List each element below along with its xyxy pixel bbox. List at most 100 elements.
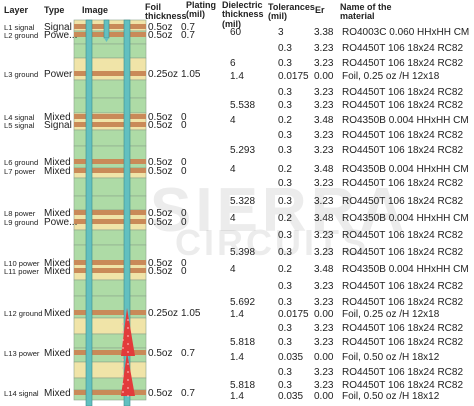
- material-name: RO4450T 106 18x24 RC82: [342, 178, 464, 189]
- er-value: 3.23: [314, 178, 334, 189]
- dielectric-band: [73, 244, 147, 263]
- dielectric-band: [73, 377, 147, 391]
- foil-thickness: 0.25oz: [148, 308, 179, 319]
- dielectric-band: [73, 333, 147, 349]
- foil-thickness: 0.5oz: [148, 30, 173, 41]
- plating-value: 0: [181, 166, 187, 177]
- layer-type: Mixed: [44, 157, 71, 168]
- dielectric-thickness: 4: [230, 164, 236, 175]
- layer-name: L6 ground: [4, 158, 39, 167]
- microvia-dot: [122, 367, 124, 369]
- material-name: RO4450T 106 18x24 RC82: [342, 58, 464, 69]
- material-name: Foil, 0.50 oz /H 18x12: [342, 391, 440, 402]
- foil-thickness: 0.5oz: [148, 388, 173, 399]
- layer-type: Signal: [44, 120, 72, 131]
- material-name: Foil, 0.50 oz /H 18x12: [342, 352, 440, 363]
- copper-foil-layer: [74, 114, 146, 119]
- material-name: Foil, 0.25 oz /H 12x18: [342, 71, 440, 82]
- dielectric-thickness: 5.538: [230, 100, 256, 111]
- material-name: RO4350B 0.004 HHxHH CM: [342, 264, 469, 275]
- material-name: RO4450T 106 18x24 RC82: [342, 43, 464, 54]
- tolerance-value: 0.2: [278, 164, 292, 175]
- tolerance-value: 0.3: [278, 297, 292, 308]
- dielectric-band: [73, 279, 147, 297]
- header-plating: Plating (mil): [186, 0, 217, 20]
- header-image: Image: [82, 5, 109, 15]
- layer-type: Mixed: [44, 112, 71, 123]
- microvia-dot: [122, 331, 124, 333]
- layer-type: Power: [44, 69, 73, 80]
- plating-value: 0: [181, 112, 187, 123]
- er-value: 3.23: [314, 247, 334, 258]
- layer-type: Mixed: [44, 308, 71, 319]
- material-name: RO4450T 106 18x24 RC82: [342, 367, 464, 378]
- er-value: 3.23: [314, 380, 334, 391]
- foil-thickness: 0.5oz: [148, 166, 173, 177]
- copper-foil-layer: [74, 122, 146, 127]
- copper-foil-layer: [74, 24, 146, 29]
- tolerance-value: 0.2: [278, 213, 292, 224]
- material-name: RO4450T 106 18x24 RC82: [342, 230, 464, 241]
- tolerance-value: 0.2: [278, 115, 292, 126]
- layer-name: L8 power: [4, 209, 36, 218]
- layer-name: L4 signal: [4, 113, 35, 122]
- dielectric-band: [73, 129, 147, 147]
- layer-name: L2 ground: [4, 31, 39, 40]
- material-name: RO4450T 106 18x24 RC82: [342, 145, 464, 156]
- dielectric-thickness: 5.398: [230, 247, 256, 258]
- microvia-dot: [122, 315, 124, 317]
- microvia-dot: [122, 323, 124, 325]
- er-value: 0.00: [314, 391, 334, 402]
- tolerance-value: 0.3: [278, 87, 292, 98]
- foil-thickness: 0.5oz: [148, 217, 173, 228]
- er-value: 0.00: [314, 71, 334, 82]
- er-value: 3.23: [314, 196, 334, 207]
- dielectric-thickness: 1.4: [230, 71, 244, 82]
- copper-foil-layer: [74, 168, 146, 173]
- microvia-dot: [122, 347, 124, 349]
- tolerance-value: 0.3: [278, 230, 292, 241]
- material-name: RO4450T 106 18x24 RC82: [342, 196, 464, 207]
- through-via: [123, 19, 131, 406]
- dielectric-band: [73, 361, 147, 379]
- plating-value: 0: [181, 208, 187, 219]
- copper-foil-layer: [74, 71, 146, 76]
- dielectric-thickness: 1.4: [230, 391, 244, 402]
- material-name: RO4350B 0.004 HHxHH CM: [342, 115, 469, 126]
- copper-foil-layer: [74, 268, 146, 273]
- microvia-dot: [122, 339, 124, 341]
- er-value: 0.00: [314, 309, 334, 320]
- er-value: 3.23: [314, 281, 334, 292]
- microvia-dot: [122, 375, 124, 377]
- tolerance-value: 0.3: [278, 178, 292, 189]
- tolerance-value: 0.3: [278, 247, 292, 258]
- dielectric-thickness: 5.293: [230, 145, 256, 156]
- layer-type: Mixed: [44, 208, 71, 219]
- plating-value: 1.05: [181, 308, 201, 319]
- dielectric-thickness: 6: [230, 58, 236, 69]
- copper-foil-layer: [74, 260, 146, 265]
- layer-type: Mixed: [44, 258, 71, 269]
- header-tolerances: Tolerances (mil): [268, 2, 315, 22]
- layer-name: L3 ground: [4, 70, 39, 79]
- header-type: Type: [44, 5, 65, 15]
- plating-value: 1.05: [181, 69, 201, 80]
- header-er: Er: [315, 5, 325, 15]
- copper-foil-layer: [74, 210, 146, 215]
- blind-via-tip: [104, 38, 109, 42]
- copper-foil-layer: [74, 219, 146, 224]
- layer-name: L9 ground: [4, 218, 39, 227]
- layer-name: L14 signal: [4, 389, 39, 398]
- er-value: 3.23: [314, 100, 334, 111]
- microvia-dot: [127, 371, 129, 373]
- dielectric-band: [73, 317, 147, 335]
- foil-thickness: 0.5oz: [148, 208, 173, 219]
- layer-type: Signal: [44, 22, 72, 33]
- microvia-stack: [121, 352, 135, 396]
- watermark: SIERRA: [150, 176, 409, 245]
- layer-name: L11 power: [4, 267, 39, 276]
- tolerance-value: 0.3: [278, 380, 292, 391]
- layer-name: L12 ground: [4, 309, 43, 318]
- er-value: 3.48: [314, 264, 334, 275]
